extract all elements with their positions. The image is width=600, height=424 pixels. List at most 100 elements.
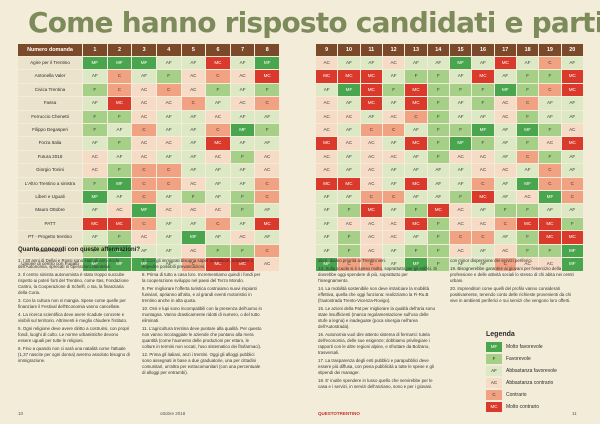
answer-cell: F <box>382 83 406 98</box>
answer-cell: AF <box>107 191 133 205</box>
answer-cell: MC <box>405 83 428 98</box>
answer-cell: MF <box>561 244 584 259</box>
column-header-q10: 10 <box>338 44 361 57</box>
legend-item: AF Abbastanza favorevole <box>486 365 582 376</box>
answer-cell: MF <box>230 124 256 138</box>
answer-cell: F <box>539 124 562 138</box>
answer-cell: AC <box>382 110 406 125</box>
answer-cell: AC <box>539 258 562 272</box>
answer-cell: AF <box>107 150 133 165</box>
page-title: Come hanno risposto candidati e partiti <box>28 6 600 39</box>
answer-cell: C <box>472 231 495 245</box>
column-header-q16: 16 <box>472 44 495 57</box>
answer-cell: C <box>539 164 562 178</box>
table-row: MC AC AC AF MC F MF F AF F AC MC <box>316 137 584 151</box>
answer-cell: MF <box>107 57 133 71</box>
answer-cell: AF <box>449 70 473 84</box>
answer-cell: MC <box>494 57 517 71</box>
answer-cell: MC <box>360 97 383 111</box>
answer-cell: AF <box>316 191 339 205</box>
answer-cell: AC <box>316 97 339 111</box>
answer-cell: F <box>516 204 540 218</box>
column-header-name: Numero domanda <box>18 44 83 57</box>
answer-cell: AF <box>206 191 231 205</box>
answer-cell: C <box>132 177 157 192</box>
answer-cell: AF <box>338 124 361 138</box>
table-row: Civica Trentina F C AC C AC F AF F <box>18 83 280 98</box>
answer-cell: F <box>539 70 562 84</box>
answer-cell: AC <box>156 137 182 151</box>
answer-cell: AF <box>405 150 428 165</box>
answer-cell: MC <box>338 70 361 84</box>
answer-cell: C <box>360 191 383 205</box>
answer-cell: AC <box>472 164 495 178</box>
answer-cell: AF <box>561 110 584 125</box>
answer-cell: AC <box>181 204 207 218</box>
answer-cell: AF <box>181 150 207 165</box>
answer-cell: AF <box>316 217 339 232</box>
row-name: L'Altro Trentino a sinistra <box>18 177 83 192</box>
table-row: Liberi e Uguali MF AF C AF F AF F C <box>18 191 280 205</box>
answer-cell: AF <box>360 57 383 71</box>
answer-cell: AF <box>449 164 473 178</box>
question-text: 9. Per migliorare l'offerta turistica co… <box>142 286 257 303</box>
answer-cell: MC <box>405 97 428 111</box>
row-name: Civica Trentina <box>18 83 83 98</box>
legend-item: MC Molto contrario <box>486 401 582 412</box>
answer-cell: MF <box>255 57 280 71</box>
answer-cell: AC <box>181 83 207 98</box>
question-text: 19. Bisognerebbe garantire ai giovani pe… <box>450 266 574 283</box>
answer-cell: MC <box>427 204 450 218</box>
legend-label: Molto favorevole <box>506 343 543 350</box>
answer-cell: AF <box>494 191 517 205</box>
table-row: MF C C AF MF F AF AF C AC AC MF <box>316 258 584 272</box>
answer-cell: F <box>427 137 450 151</box>
answer-cell: F <box>255 124 280 138</box>
answer-cell: F <box>516 137 540 151</box>
answer-cell: F <box>427 231 450 245</box>
answer-cell: F <box>181 191 207 205</box>
answer-cell: MF <box>181 231 207 245</box>
answer-cell: F <box>516 231 540 245</box>
answer-cell: AC <box>449 217 473 232</box>
answer-cell: MF <box>516 124 540 138</box>
column-header-q2: 2 <box>107 44 133 57</box>
answer-cell: AC <box>230 70 256 84</box>
issue-date: ottobre 2018 <box>160 411 186 416</box>
answer-cell: AF <box>206 231 231 245</box>
answer-cell: AF <box>382 204 406 218</box>
answer-cell: F <box>539 150 562 165</box>
column-header-q19: 19 <box>539 44 562 57</box>
answer-cell: MC <box>360 204 383 218</box>
answer-cell: AF <box>156 231 182 245</box>
answer-cell: AC <box>472 217 495 232</box>
answer-cell: C <box>132 164 157 178</box>
answer-cell: AC <box>316 57 339 71</box>
question-text: 4. La ricerca scientifica deve avere ric… <box>18 312 128 323</box>
answer-cell: AF <box>255 204 280 218</box>
answer-cell: C <box>561 177 584 192</box>
answer-cell: F <box>516 244 540 259</box>
table-row: Ferruccio Chenetti F F AC AF AF AC AF AF <box>18 110 280 125</box>
row-name: Mauro Ottobre <box>18 204 83 218</box>
answer-cell: AF <box>181 137 207 151</box>
answer-cell: AC <box>338 110 361 125</box>
column-header-q9: 9 <box>316 44 339 57</box>
answer-cell: C <box>539 177 562 192</box>
table-row: Forza Italia AF F AC AC AF MC AF AF <box>18 137 280 151</box>
answer-cell: F <box>427 244 450 259</box>
answer-cell: MC <box>255 70 280 84</box>
row-name: Ferruccio Chenetti <box>18 110 83 125</box>
answer-cell: AF <box>132 70 157 84</box>
answer-cell: MF <box>132 57 157 71</box>
answer-cell: AC <box>360 244 383 259</box>
column-header-q6: 6 <box>206 44 231 57</box>
answer-cell: C <box>181 97 207 111</box>
answer-cell: AC <box>316 150 339 165</box>
answer-cell: MF <box>107 177 133 192</box>
answer-cell: MC <box>516 217 540 232</box>
column-header-q12: 12 <box>382 44 406 57</box>
table-row: AC AF AF AC AF AF MF AF MC AF C AF <box>316 57 584 71</box>
column-header-q5: 5 <box>181 44 207 57</box>
answer-cell: F <box>83 83 108 98</box>
